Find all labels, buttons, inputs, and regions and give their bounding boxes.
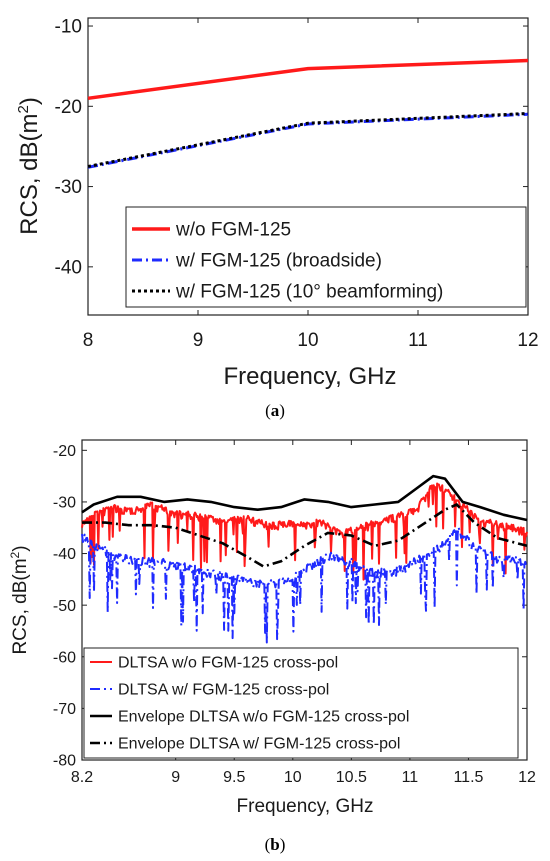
series-line-3 bbox=[87, 112, 529, 168]
x-tick-label: 11 bbox=[408, 330, 428, 351]
y-tick-label: -30 bbox=[55, 177, 82, 198]
legend-label: DLTSA w/o FGM-125 cross-pol bbox=[118, 655, 338, 672]
panel-b-ticks: 8.2 9 9.5 10 10.5 11 11.5 12 -80 -70 -60 -50 -40 -30 -… bbox=[53, 440, 536, 786]
x-tick-label: 9 bbox=[171, 769, 180, 786]
y-tick-label: -70 bbox=[53, 701, 76, 718]
legend-label: w/ FGM-125 (broadside) bbox=[175, 251, 382, 272]
x-tick-label: 8.2 bbox=[71, 769, 93, 786]
panel-b-y-axis-label: RCS, dB(m2) bbox=[8, 545, 31, 654]
x-tick-label: 10.5 bbox=[336, 769, 367, 786]
series-line-1 bbox=[81, 482, 528, 581]
x-tick-label: 10 bbox=[284, 769, 302, 786]
panel-a-caption: (a) bbox=[265, 401, 285, 420]
x-tick-label: 10 bbox=[297, 330, 318, 351]
panel-b-chart: 8.2 9 9.5 10 10.5 11 11.5 12 -80 -70 -60 -50 -40 -30 -… bbox=[8, 439, 536, 854]
y-tick-label: -20 bbox=[53, 443, 76, 460]
panel-b-legend-box bbox=[83, 647, 519, 759]
legend-label: Envelope DLTSA w/ FGM-125 cross-pol bbox=[118, 736, 400, 753]
x-tick-label: 8 bbox=[83, 330, 94, 351]
panel-b-x-axis-label: Frequency, GHz bbox=[237, 796, 374, 817]
panel-a-legend: w/o FGM-125 w/ FGM-125 (broadside) w/ FGM-… bbox=[125, 206, 527, 308]
panel-b-caption: (b) bbox=[265, 835, 286, 854]
panel-b-series bbox=[81, 474, 528, 644]
series-line-4 bbox=[82, 503, 528, 568]
y-tick-label: -80 bbox=[53, 753, 76, 770]
series-line-1 bbox=[87, 58, 529, 101]
panel-b-plot-frame bbox=[81, 439, 528, 761]
x-tick-label: 12 bbox=[518, 769, 536, 786]
x-tick-label: 11.5 bbox=[453, 769, 483, 786]
legend-label: w/ FGM-125 (10° beamforming) bbox=[175, 282, 443, 303]
y-tick-label: -40 bbox=[55, 257, 82, 278]
y-tick-label: -50 bbox=[53, 598, 76, 615]
panel-a-series bbox=[87, 58, 529, 169]
panel-a-legend-box bbox=[125, 206, 527, 308]
x-tick-label: 9 bbox=[193, 330, 204, 351]
series-line-2 bbox=[81, 526, 528, 644]
panel-a-y-axis-label: RCS, dB(m2) bbox=[15, 97, 43, 235]
x-tick-label: 9.5 bbox=[223, 769, 245, 786]
panel-a-x-axis-label: Frequency, GHz bbox=[224, 363, 397, 390]
legend-label: Envelope DLTSA w/o FGM-125 cross-pol bbox=[118, 709, 409, 726]
panel-a-ticks: 8 9 10 11 12 -40 -30 -20 -10 bbox=[55, 17, 539, 351]
x-tick-label: 12 bbox=[517, 330, 538, 351]
y-tick-label: -30 bbox=[53, 495, 76, 512]
y-tick-label: -10 bbox=[55, 17, 82, 38]
y-tick-label: -20 bbox=[55, 97, 82, 118]
legend-label: DLTSA w/ FGM-125 cross-pol bbox=[118, 682, 329, 699]
panel-b-legend: DLTSA w/o FGM-125 cross-pol DLTSA w/ FGM-… bbox=[83, 647, 519, 759]
legend-label: w/o FGM-125 bbox=[175, 220, 291, 241]
panel-a-chart: 8 9 10 11 12 -40 -30 -20 -10 Frequency, GHz RCS,… bbox=[15, 17, 539, 420]
series-line-3 bbox=[81, 474, 528, 522]
y-tick-label: -60 bbox=[53, 649, 76, 666]
x-tick-label: 11 bbox=[402, 769, 419, 786]
y-tick-label: -40 bbox=[53, 546, 76, 563]
